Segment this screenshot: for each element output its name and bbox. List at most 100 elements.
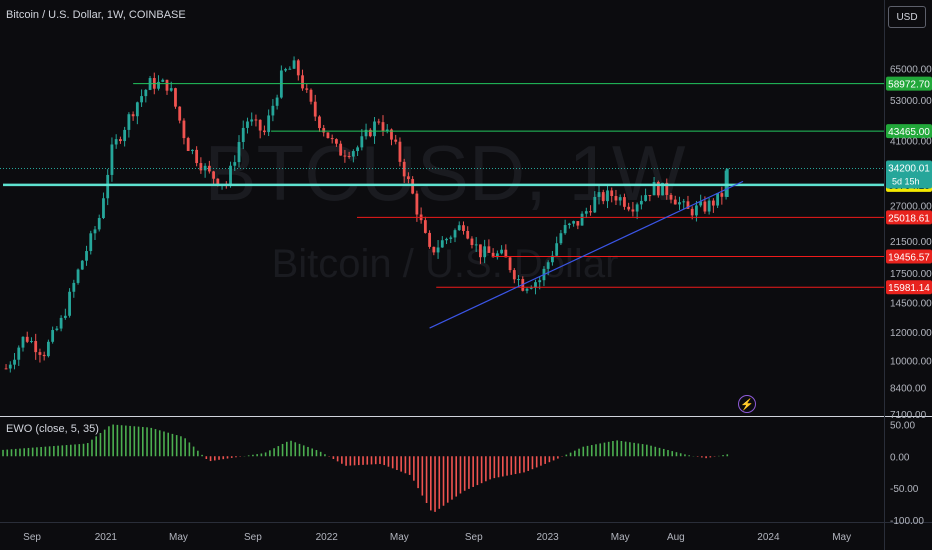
candle-body xyxy=(169,88,173,91)
candle-body xyxy=(165,79,169,91)
candle-body xyxy=(42,354,46,357)
candle-body xyxy=(21,336,25,348)
candle-body xyxy=(470,238,474,246)
candle-body xyxy=(639,200,643,205)
level-label-bg xyxy=(886,280,932,295)
watermark: BTCUSD, 1W Bitcoin / U.S. Dollar xyxy=(204,129,685,286)
candle-body xyxy=(398,141,402,162)
candle-body xyxy=(695,205,698,216)
candle-body xyxy=(551,255,554,263)
candle-body xyxy=(491,252,495,258)
candle-body xyxy=(38,352,42,355)
candle-body xyxy=(402,161,406,177)
currency-button[interactable]: USD xyxy=(888,6,926,28)
level-label: 19456.57 xyxy=(888,253,930,264)
candle-body xyxy=(271,105,275,116)
candle-body xyxy=(423,220,427,233)
candle-body xyxy=(63,315,67,318)
candle-body xyxy=(80,260,84,270)
price-tick-label: 14500.00 xyxy=(890,298,932,309)
candle-body xyxy=(123,129,127,142)
candle-body xyxy=(131,114,135,117)
candle-body xyxy=(318,116,321,129)
price-tick-label: 7100.00 xyxy=(890,410,927,421)
ewo-tick-label: 0.00 xyxy=(890,452,910,463)
candle-body xyxy=(377,121,381,123)
watermark-symbol: BTCUSD, 1W xyxy=(204,129,685,217)
candle-body xyxy=(237,142,241,163)
level-label-bg xyxy=(886,210,932,225)
candle-body xyxy=(229,165,232,185)
candle-body xyxy=(119,139,122,142)
candle-body xyxy=(309,89,313,102)
candle-body xyxy=(292,60,296,69)
candle-body xyxy=(34,341,38,353)
level-label: 15981.14 xyxy=(888,283,930,294)
candle-body xyxy=(313,101,317,117)
candle-body xyxy=(652,182,656,196)
candle-body xyxy=(356,147,359,152)
candle-body xyxy=(263,130,266,133)
candle-body xyxy=(601,192,605,202)
candle-body xyxy=(212,171,215,179)
candle-body xyxy=(72,282,76,292)
price-tick-label: 41000.00 xyxy=(890,136,932,147)
candle-body xyxy=(559,233,563,244)
candle-body xyxy=(610,190,614,197)
level-label-bg xyxy=(886,249,932,264)
candle-body xyxy=(669,194,673,200)
price-tick-label: 8400.00 xyxy=(890,384,927,395)
lightning-icon[interactable]: ⚡ xyxy=(738,395,756,413)
candle-body xyxy=(343,155,347,157)
candle-body xyxy=(707,200,711,212)
candle-body xyxy=(449,237,453,239)
candle-body xyxy=(216,178,220,185)
candle-body xyxy=(191,149,194,151)
time-tick-label: 2021 xyxy=(95,532,118,543)
candle-body xyxy=(254,119,258,121)
time-tick-label: May xyxy=(169,532,188,543)
candle-body xyxy=(275,97,279,106)
candle-body xyxy=(373,121,376,137)
indicator-title[interactable]: EWO (close, 5, 35) xyxy=(6,423,99,435)
candle-body xyxy=(711,200,715,206)
candle-body xyxy=(534,282,537,288)
candle-body xyxy=(394,139,398,142)
candle-body xyxy=(258,119,262,131)
candle-body xyxy=(76,269,80,283)
candle-body xyxy=(140,96,143,103)
candle-body xyxy=(114,139,118,145)
candle-body xyxy=(182,120,186,139)
candle-body xyxy=(428,232,431,247)
trendline-group[interactable] xyxy=(429,180,744,329)
candle-body xyxy=(555,243,559,256)
time-tick-label: Sep xyxy=(465,532,483,543)
candle-body xyxy=(25,336,29,342)
candle-body xyxy=(305,88,309,90)
candle-body xyxy=(385,129,389,132)
candle-body xyxy=(339,143,343,156)
candle-body xyxy=(623,197,626,207)
candle-body xyxy=(453,230,457,238)
candle-body xyxy=(500,249,503,254)
candle-body xyxy=(462,225,465,231)
candle-body xyxy=(347,156,351,158)
candle-body xyxy=(538,280,542,283)
candle-body xyxy=(55,328,59,331)
candle-body xyxy=(93,229,97,234)
candle-body xyxy=(127,114,131,130)
candle-body xyxy=(161,79,165,82)
candle-body xyxy=(432,246,436,253)
candle-body xyxy=(673,199,677,205)
candle-body xyxy=(364,129,368,137)
candle-body xyxy=(368,129,372,137)
candle-body xyxy=(322,128,326,133)
time-tick-label: Aug xyxy=(667,532,685,543)
horizontal-levels[interactable]: 58972.7043465.0030794.2325018.6119456.57… xyxy=(0,76,932,295)
candle-body xyxy=(686,201,690,209)
candle-body xyxy=(593,196,597,213)
candle-body xyxy=(157,81,160,89)
candle-body xyxy=(381,122,385,132)
